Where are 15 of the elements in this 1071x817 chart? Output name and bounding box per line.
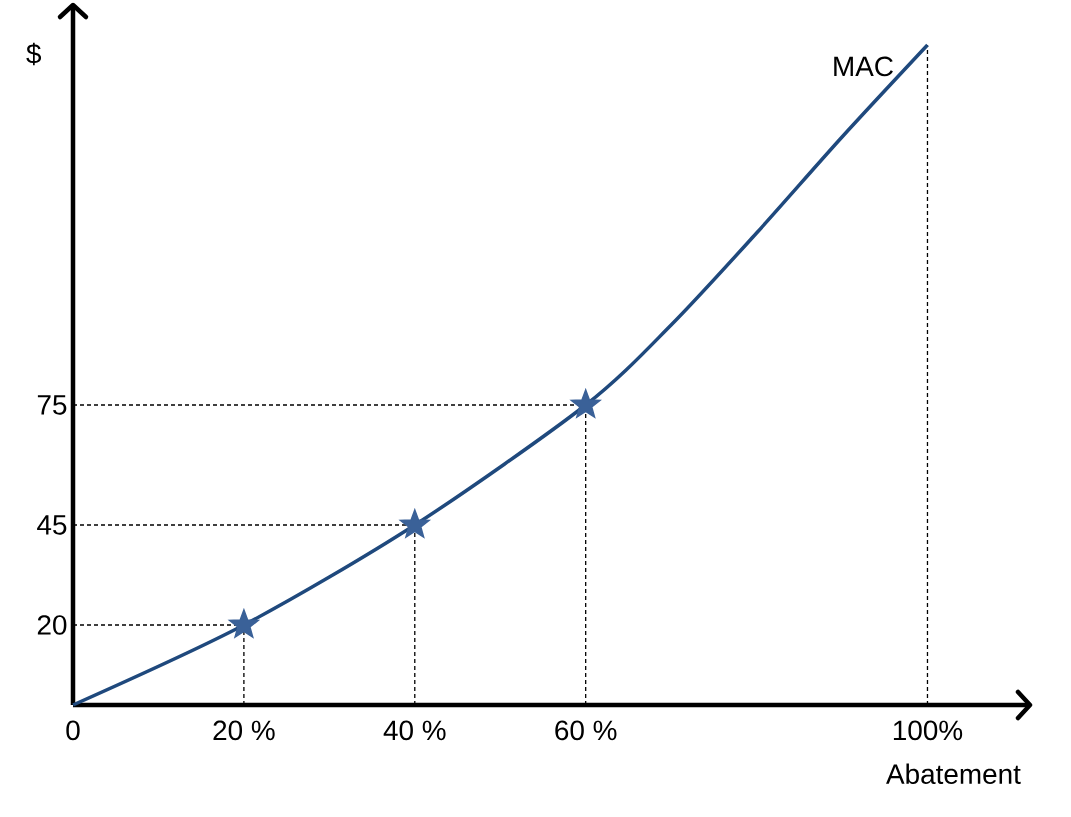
y-tick-label: 20 (37, 615, 67, 635)
point (399, 509, 430, 538)
x-tick-label: 40 % (383, 720, 446, 741)
y-axis-title: $ (26, 42, 42, 66)
x-axis-title: Abatement (886, 763, 1021, 784)
y-tick-label: 75 (37, 395, 67, 415)
point (228, 609, 259, 638)
series-label: MAC (834, 56, 893, 77)
x-tick-label: 20 % (213, 720, 275, 741)
y-tick-label: 45 (37, 515, 67, 535)
line-series (71, 43, 930, 707)
point (570, 389, 601, 418)
x-tick-label: 60 % (555, 720, 617, 741)
x-tick-label: 100% (893, 720, 963, 741)
x-tick-label: 0 (66, 720, 80, 741)
